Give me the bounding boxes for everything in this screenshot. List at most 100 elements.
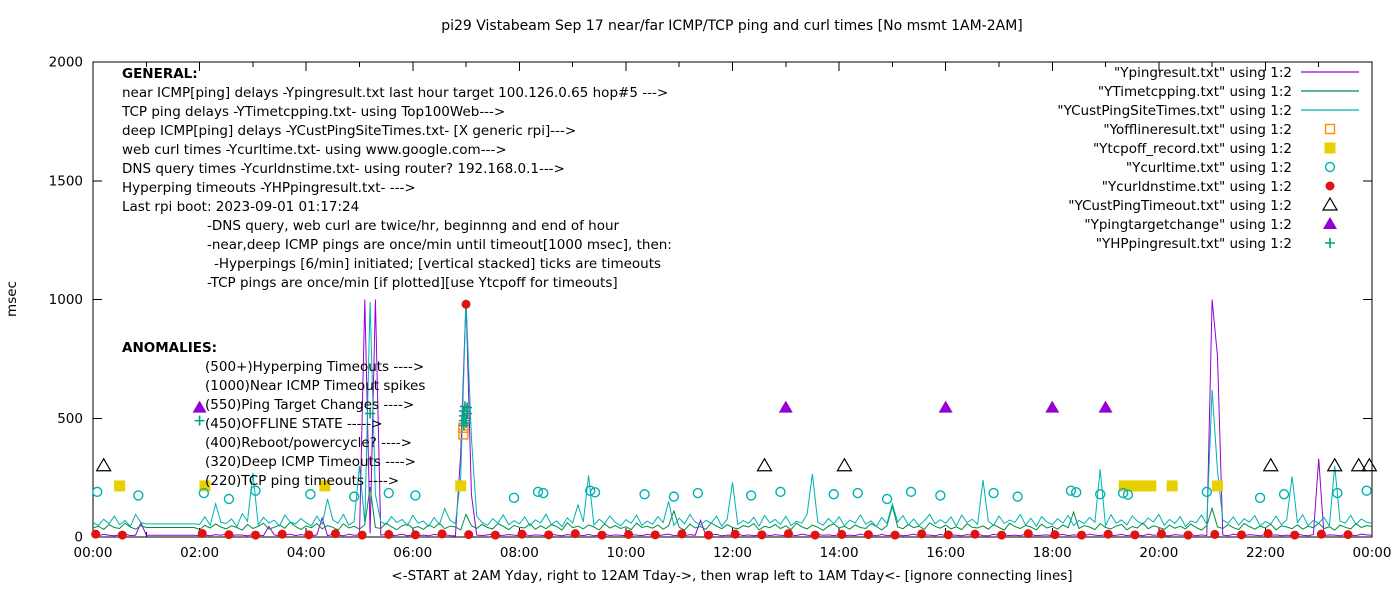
annotation-line: -near,deep ICMP pings are once/min until… bbox=[207, 237, 672, 253]
Ycurltime-point bbox=[775, 486, 786, 498]
Ycurldnstime-point bbox=[1236, 530, 1246, 540]
x-tick-label: 08:00 bbox=[500, 545, 539, 561]
Ycurldnstime-point bbox=[970, 529, 980, 539]
Ycurldnstime-point bbox=[650, 530, 660, 540]
x-tick-label: 18:00 bbox=[1033, 545, 1072, 561]
Ytcpoff_record-point bbox=[1211, 480, 1223, 492]
legend-sample-marker bbox=[1321, 196, 1339, 211]
Ycurldnstime-point bbox=[1050, 530, 1060, 540]
YHPpingresult-point bbox=[461, 413, 472, 424]
Ycurldnstime-point bbox=[757, 530, 767, 540]
annotation-block-anomalies: ANOMALIES: (500+)Hyperping Timeouts ---->… bbox=[122, 340, 425, 489]
annotation-block-general: GENERAL: near ICMP[ping] delays -Ypingres… bbox=[121, 66, 672, 291]
annotation-line: (1000)Near ICMP Timeout spikes bbox=[205, 378, 425, 394]
annotation-line: deep ICMP[ping] delays -YCustPingSiteTim… bbox=[122, 123, 576, 139]
y-tick-label: 0 bbox=[74, 530, 83, 546]
annotation-line: (320)Deep ICMP Timeouts ----> bbox=[205, 454, 416, 470]
legend-label: "Ycurldnstime.txt" using 1:2 bbox=[1102, 179, 1292, 195]
Ycurltime-point bbox=[198, 487, 210, 499]
legend-entry: "Ypingresult.txt" using 1:2 bbox=[1114, 65, 1359, 81]
Ycurldnstime-point bbox=[1183, 530, 1193, 540]
annotation-line: -Hyperpings [6/min] initiated; [vertical… bbox=[214, 256, 661, 272]
Ycurltime-point bbox=[348, 491, 360, 502]
Ycurltime-point bbox=[532, 486, 544, 498]
Ycurltime-point bbox=[1201, 486, 1212, 498]
Ycurltime-point bbox=[639, 489, 650, 500]
Ycurldnstime-point bbox=[197, 528, 207, 538]
Ycurltime-point bbox=[1361, 485, 1372, 496]
annotation-line: near ICMP[ping] delays -Ypingresult.txt … bbox=[122, 85, 668, 101]
YCustPingTimeout-point bbox=[756, 457, 773, 472]
Ytcpoff_record-point bbox=[455, 480, 467, 492]
Ypingtargetchange-point bbox=[192, 400, 207, 413]
series-YHPpingresult-markers bbox=[194, 401, 473, 431]
YCustPingTimeout-point bbox=[1262, 457, 1279, 472]
legend-label: "YTimetcpping.txt" using 1:2 bbox=[1098, 84, 1292, 100]
Ypingtargetchange-point bbox=[938, 400, 953, 413]
Ycurltime-point bbox=[305, 489, 316, 500]
Ycurldnstime-point bbox=[1343, 530, 1353, 540]
YCustPingTimeout-point bbox=[1361, 457, 1378, 472]
series-Ycurldnstime-markers bbox=[91, 299, 1353, 540]
YHPpingresult-point bbox=[462, 402, 473, 413]
x-tick-label: 14:00 bbox=[820, 545, 859, 561]
Ycurltime-point bbox=[1065, 485, 1077, 496]
legend-label: "Ypingtargetchange" using 1:2 bbox=[1084, 217, 1292, 233]
Ytcpoff_record-point bbox=[199, 480, 211, 492]
Ycurldnstime-point bbox=[1130, 530, 1140, 540]
Ycurltime-point bbox=[988, 487, 999, 499]
x-tick-label: 16:00 bbox=[926, 545, 965, 561]
Ycurltime-point bbox=[410, 490, 421, 501]
annotation-line: (400)Reboot/powercycle? ----> bbox=[205, 435, 412, 451]
Ytcpoff_record-point bbox=[319, 480, 331, 492]
Ycurldnstime-point bbox=[1290, 530, 1300, 540]
annotation-line: DNS query times -Ycurldnstime.txt- using… bbox=[122, 161, 565, 177]
annotation-line: (500+)Hyperping Timeouts ----> bbox=[205, 359, 424, 375]
YHPpingresult-point bbox=[194, 415, 205, 426]
legend-sample-marker bbox=[1325, 238, 1335, 248]
Ycurldnstime-point bbox=[517, 529, 527, 539]
Ycurltime-point bbox=[1012, 491, 1023, 502]
Ycurldnstime-point bbox=[464, 530, 474, 540]
Ycurltime-point bbox=[668, 491, 680, 502]
YCustPingTimeout-point bbox=[836, 457, 853, 472]
plot-annotations: GENERAL: near ICMP[ping] delays -Ypingres… bbox=[121, 66, 672, 489]
legend-sample-marker bbox=[1324, 123, 1336, 135]
legend-label: "Ycurltime.txt" using 1:2 bbox=[1126, 160, 1292, 176]
Ycurldnstime-point bbox=[1077, 530, 1087, 540]
x-tick-label: 22:00 bbox=[1246, 545, 1285, 561]
series-YTimetcpping-line bbox=[92, 487, 1373, 532]
Ycurltime-point bbox=[1122, 489, 1134, 500]
annotation-line: ANOMALIES: bbox=[122, 340, 217, 356]
Ycurltime-point bbox=[133, 490, 144, 501]
Ycurldnstime-point bbox=[810, 530, 820, 540]
Ycurldnstime-point bbox=[91, 529, 101, 539]
Ycurltime-point bbox=[1278, 489, 1290, 500]
Ycurldnstime-point bbox=[677, 529, 687, 539]
y-tick-label: 1000 bbox=[49, 292, 83, 308]
legend-sample-marker bbox=[1324, 142, 1336, 154]
Ycurldnstime-point bbox=[437, 529, 447, 539]
Ycurldnstime-point bbox=[863, 530, 873, 540]
Ycurltime-point bbox=[828, 489, 839, 500]
marker-series-group bbox=[91, 299, 1378, 540]
Ycurltime-point bbox=[935, 490, 946, 501]
Ycurldnstime-point bbox=[490, 530, 500, 540]
legend-entry: "YCustPingTimeout.txt" using 1:2 bbox=[1068, 196, 1339, 214]
Ycurldnstime-point bbox=[997, 530, 1007, 540]
Ycurltime-point bbox=[589, 487, 601, 498]
axes: 0 500 1000 1500 2000 00:00 02:00 04:00 06:00 08:0… bbox=[49, 55, 1392, 562]
legend-sample-marker bbox=[1323, 217, 1337, 229]
series-YCustPingTimeout-markers bbox=[95, 457, 1378, 472]
legend-label: "YCustPingSiteTimes.txt" using 1:2 bbox=[1057, 103, 1292, 119]
Ycurltime-point bbox=[745, 490, 757, 501]
x-tick-label: 06:00 bbox=[393, 545, 432, 561]
Ytcpoff_record-point bbox=[1145, 480, 1157, 492]
Ytcpoff_record-point bbox=[1166, 480, 1178, 492]
Ycurldnstime-point bbox=[1316, 529, 1326, 539]
legend-entry: "Ypingtargetchange" using 1:2 bbox=[1084, 217, 1337, 233]
YCustPingTimeout-point bbox=[1350, 457, 1367, 472]
Ytcpoff_record-point bbox=[114, 480, 126, 492]
